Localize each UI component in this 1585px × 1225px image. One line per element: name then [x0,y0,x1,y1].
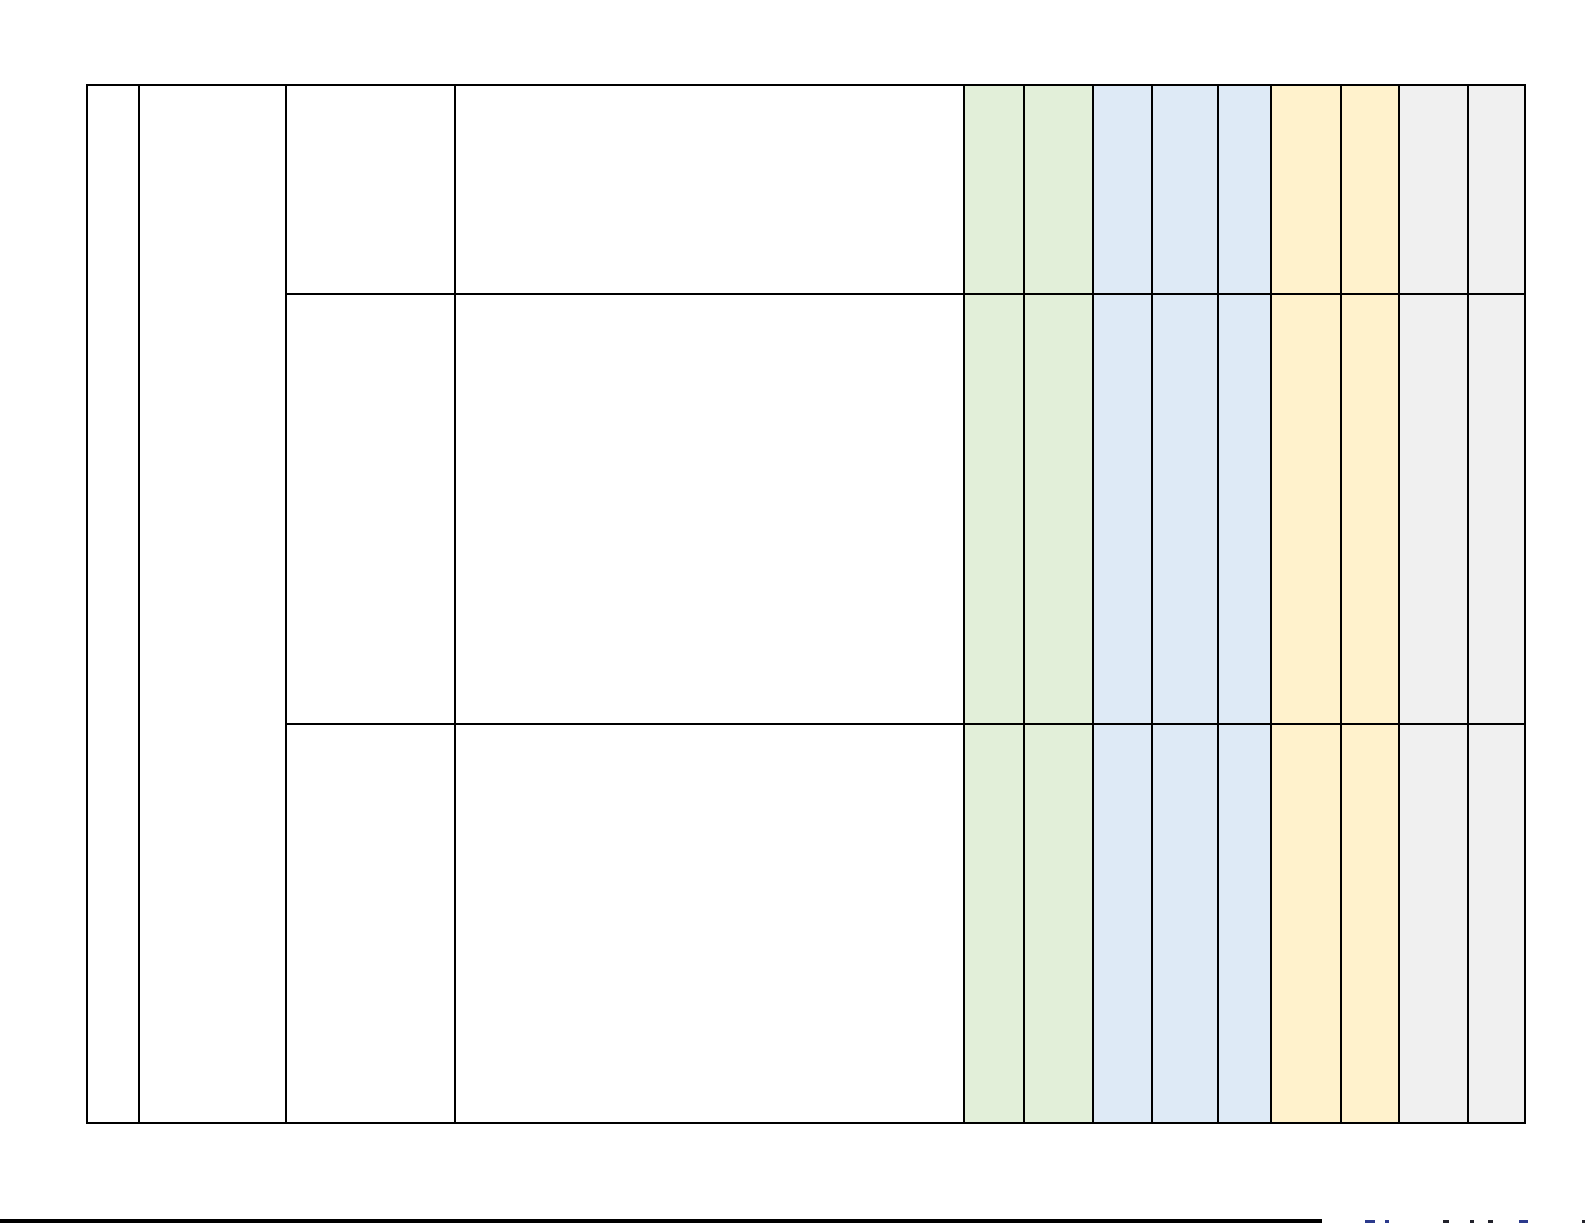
table-cell-blue [1219,295,1270,723]
table-cell-green [965,295,1023,723]
table-cell-blue [1219,725,1270,1122]
table-cell [287,725,454,1122]
table-cell [456,295,963,723]
table-cell-green [1025,295,1092,723]
table-cell-gray [1400,725,1467,1122]
table-cell [456,725,963,1122]
clipped-text-fragment [1470,1220,1474,1223]
clipped-text-fragment [1519,1220,1528,1223]
rubric-table [86,84,1526,1124]
table-cell-merged-col2 [140,86,285,1122]
table-cell-green [965,725,1023,1122]
table-cell-blue [1153,86,1217,293]
table-cell-blue [1153,295,1217,723]
table-cell-yellow [1342,295,1398,723]
table-cell-blue [1153,725,1217,1122]
table-cell-gray [1469,86,1524,293]
clipped-text-fragment [1582,1220,1585,1223]
table-cell-green [965,86,1023,293]
table-cell-merged-col1 [88,86,138,1122]
table-cell-gray [1469,295,1524,723]
table-cell-gray [1469,725,1524,1122]
clipped-text-fragment [1443,1220,1449,1223]
table-cell-yellow [1272,295,1340,723]
table-cell [287,295,454,723]
table-cell [456,86,963,293]
table-cell-blue [1094,725,1151,1122]
table-cell-green [1025,725,1092,1122]
table-cell-yellow [1342,86,1398,293]
table-cell-green [1025,86,1092,293]
table-cell-yellow [1272,86,1340,293]
table-cell-yellow [1272,725,1340,1122]
table-cell-blue [1219,86,1270,293]
table-cell [287,86,454,293]
table-cell-blue [1094,295,1151,723]
footnote-separator-line [0,1219,1322,1223]
table-cell-gray [1400,86,1467,293]
table-cell-yellow [1342,725,1398,1122]
clipped-text-fragment [1385,1220,1389,1223]
clipped-text-fragment [1488,1220,1493,1223]
clipped-text-fragment [1365,1220,1375,1223]
table-cell-blue [1094,86,1151,293]
clipped-footnote-text [0,1219,1585,1225]
table-cell-gray [1400,295,1467,723]
